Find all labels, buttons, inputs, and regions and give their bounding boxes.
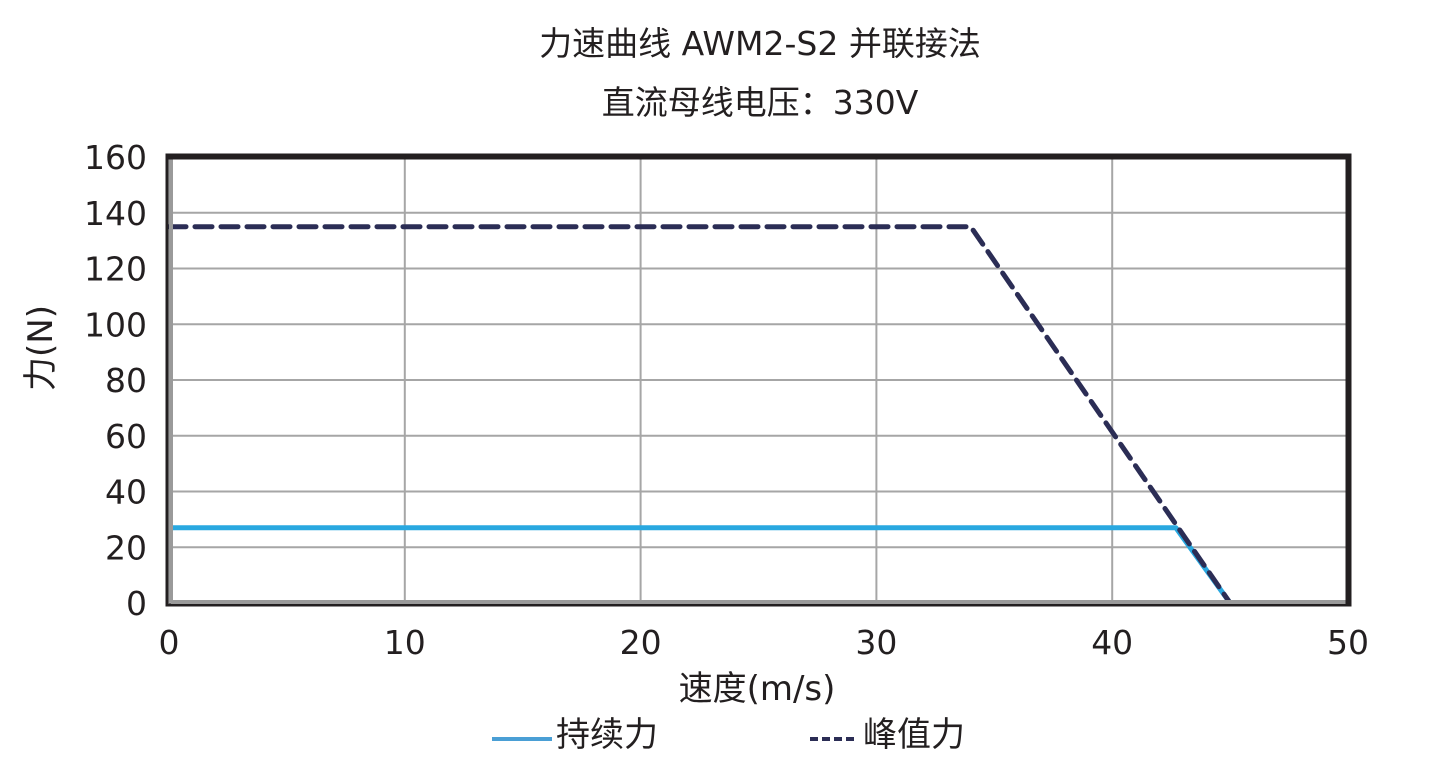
x-tick-label: 50 (1327, 623, 1369, 662)
y-tick-label: 20 (105, 528, 147, 567)
x-axis-label: 速度(m/s) (679, 669, 836, 709)
plot-frame (165, 153, 1352, 607)
legend: 持续力 峰值力 (492, 715, 965, 755)
y-tick-label: 100 (84, 305, 147, 344)
legend-label-peak: 峰值力 (863, 715, 965, 755)
gridlines (168, 156, 1349, 604)
y-axis-ticks: 0 20 40 60 80 100 120 140 160 (84, 138, 147, 623)
plot-series (166, 224, 1233, 606)
y-tick-label: 80 (105, 361, 147, 400)
x-tick-label: 10 (384, 623, 426, 662)
y-tick-label: 160 (84, 138, 147, 177)
y-tick-label: 60 (105, 417, 147, 456)
y-tick-label: 120 (84, 250, 147, 289)
chart-title: 力速曲线 AWM2-S2 并联接法 (539, 24, 981, 63)
chart-subtitle: 直流母线电压：330V (601, 83, 919, 122)
x-tick-label: 40 (1091, 623, 1133, 662)
y-tick-label: 40 (105, 473, 147, 512)
x-axis-ticks: 0 10 20 30 40 50 (159, 623, 1370, 662)
series-line-1 (166, 224, 1233, 606)
x-tick-label: 20 (620, 623, 662, 662)
legend-label-continuous: 持续力 (556, 715, 658, 755)
y-axis-label: 力(N) (21, 305, 61, 391)
series-line-0 (169, 525, 1233, 605)
x-tick-label: 30 (855, 623, 897, 662)
y-tick-label: 140 (84, 194, 147, 233)
x-tick-label: 0 (159, 623, 180, 662)
y-tick-label: 0 (126, 584, 147, 623)
